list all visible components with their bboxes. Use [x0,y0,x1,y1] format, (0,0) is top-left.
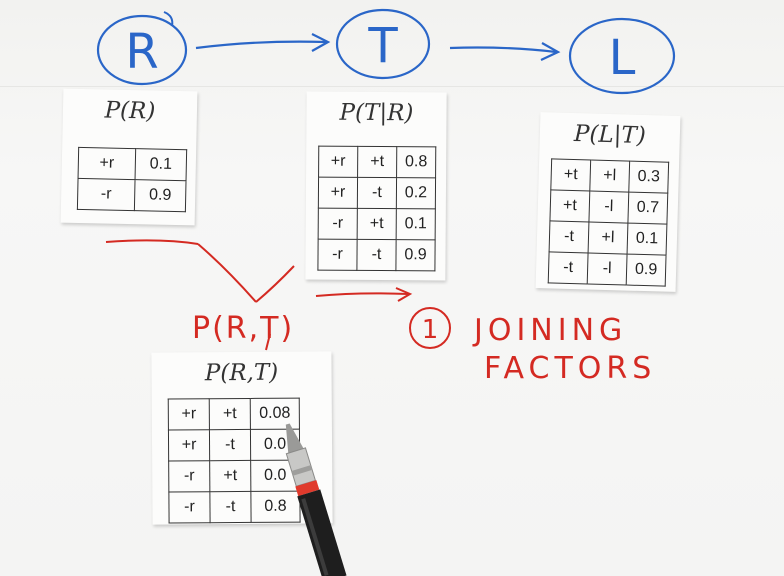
node-r-label: R [125,24,158,80]
step-marker: 1 [409,307,451,349]
step-title-line1: JOINING [472,313,627,348]
node-t-label: T [367,18,398,74]
step-title-line2: FACTORS [484,351,656,386]
join-arrows [105,239,413,351]
edge-t-to-l [449,42,561,61]
edge-r-to-t [195,33,331,52]
paper-fold-line [0,86,784,87]
joint-label: P(R,T) [192,311,294,346]
step-number: 1 [422,315,439,345]
node-l: L [568,17,676,95]
node-r: R [96,11,188,86]
node-l-label: L [609,30,636,86]
node-t: T [335,8,431,80]
